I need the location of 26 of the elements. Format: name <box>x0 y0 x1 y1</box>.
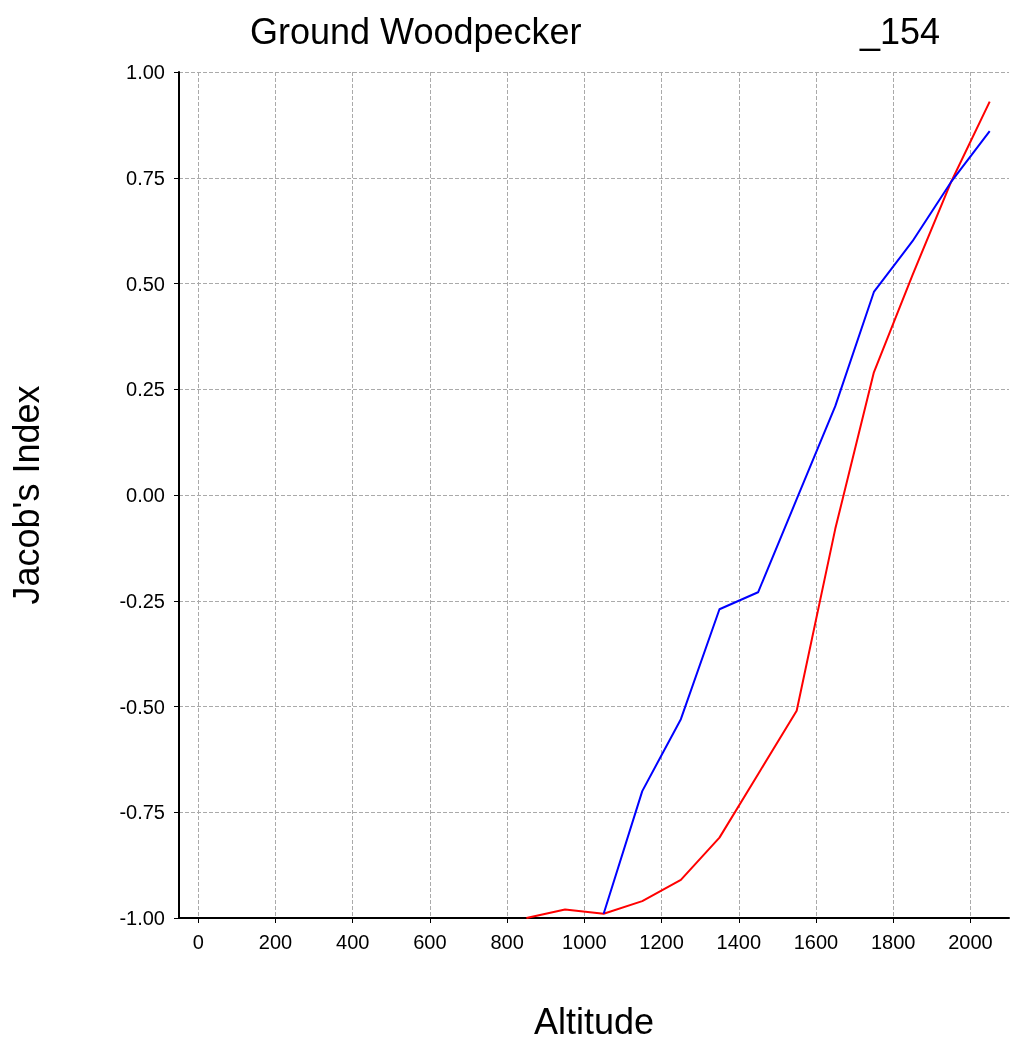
x-tick-label: 600 <box>413 931 447 953</box>
y-tick-label: 0.25 <box>126 378 165 401</box>
x-tick-label: 0 <box>192 931 204 953</box>
x-tick-label: 1000 <box>562 931 607 953</box>
x-tick-label: 1800 <box>870 931 916 953</box>
y-tick-label: 0.50 <box>126 272 165 295</box>
x-tick-label: 800 <box>490 931 524 953</box>
y-tick-label: -0.50 <box>119 695 165 718</box>
x-tick-label: 400 <box>336 931 370 953</box>
x-tick-label: 1600 <box>793 931 839 953</box>
line-series <box>525 100 991 919</box>
chart-title: Ground Woodpecker <box>250 10 582 52</box>
x-tick-label: 200 <box>258 931 293 953</box>
y-tick-label: -0.75 <box>119 801 165 824</box>
x-axis-title: Altitude <box>533 1000 655 1042</box>
x-tick-label: 1400 <box>716 931 762 953</box>
x-tick-label: 2000 <box>948 931 993 953</box>
y-axis-title: Jacob's Index <box>5 385 47 605</box>
y-tick-label: -0.25 <box>119 589 165 612</box>
x-tick-label: 1200 <box>639 931 684 953</box>
line-series <box>602 130 991 915</box>
y-tick-label: 1.00 <box>126 61 165 83</box>
y-tick-label: -1.00 <box>119 907 165 929</box>
chart-subtitle: _154 <box>859 10 941 52</box>
y-tick-label: 0.75 <box>126 166 165 189</box>
y-tick-label: 0.00 <box>126 484 165 506</box>
